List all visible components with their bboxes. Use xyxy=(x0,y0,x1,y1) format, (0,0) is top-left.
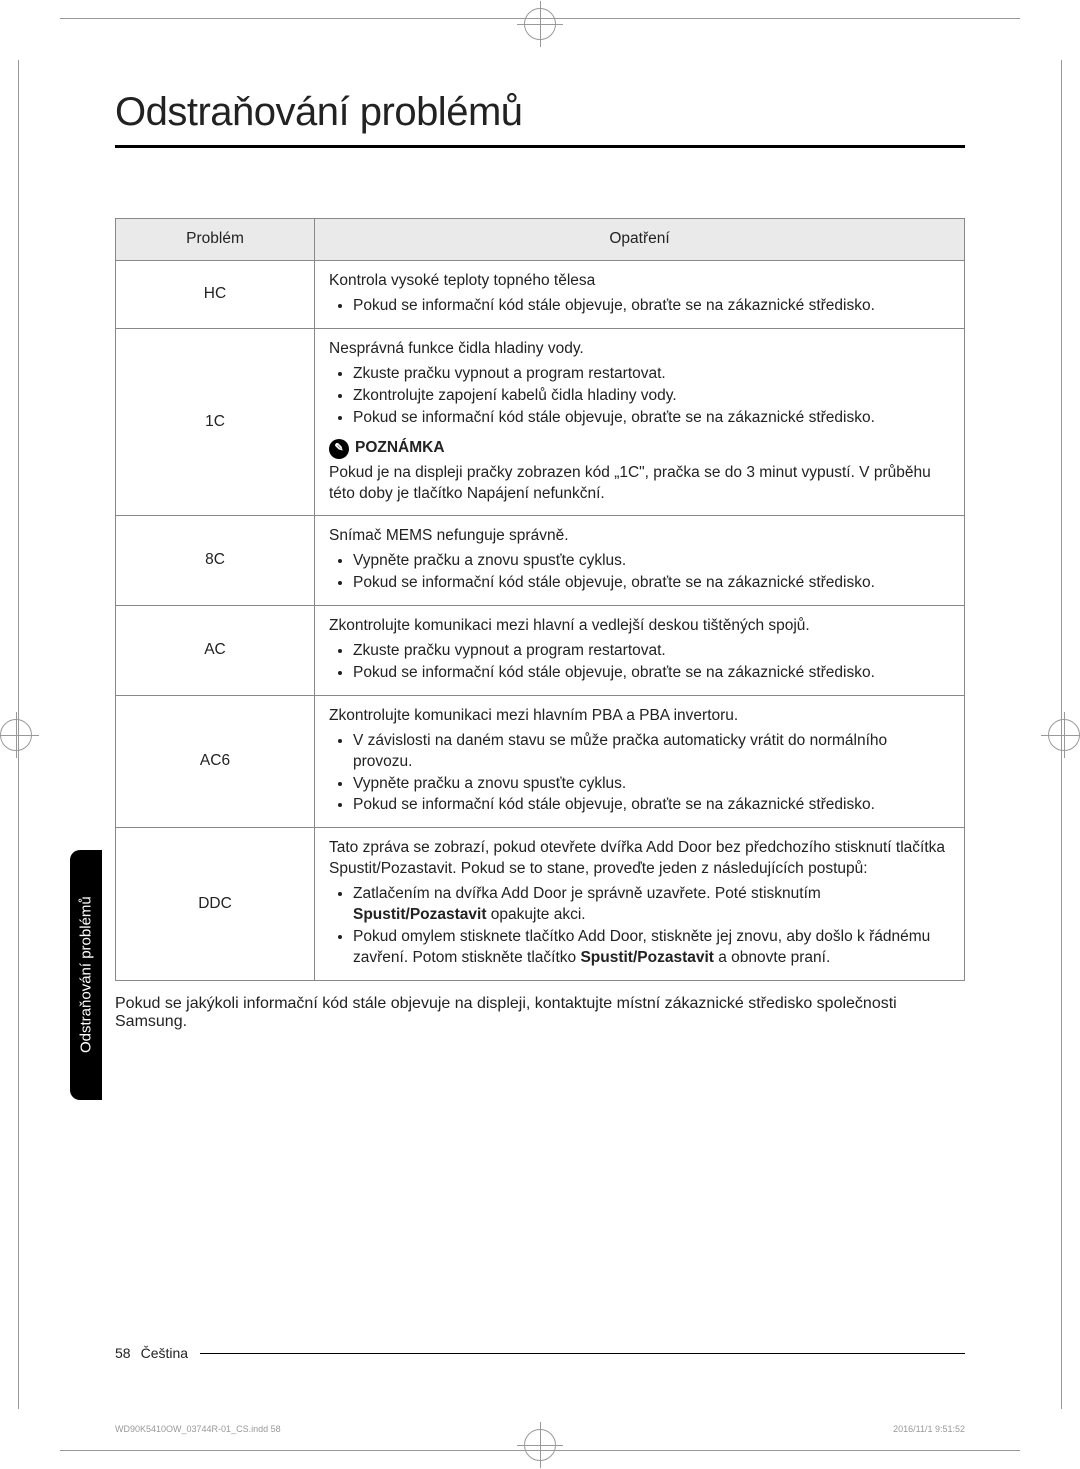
code-ac: AC xyxy=(116,605,315,695)
lead-text: Tato zpráva se zobrazí, pokud otevřete d… xyxy=(329,838,950,880)
lead-text: Nesprávná funkce čidla hladiny vody. xyxy=(329,339,950,360)
print-meta: WD90K5410OW_03744R-01_CS.indd 58 2016/11… xyxy=(115,1424,965,1434)
table-row: AC Zkontrolujte komunikaci mezi hlavní a… xyxy=(116,605,965,695)
note-label: ✎ POZNÁMKA xyxy=(329,438,950,459)
list-item: V závislosti na daném stavu se může prač… xyxy=(353,731,950,773)
page-content: Odstraňování problémů Problém Opatření H… xyxy=(115,90,965,1047)
action-ac: Zkontrolujte komunikaci mezi hlavní a ve… xyxy=(315,605,965,695)
code-ddc: DDC xyxy=(116,828,315,981)
action-8c: Snímač MEMS nefunguje správně. Vypněte p… xyxy=(315,516,965,606)
troubleshooting-table: Problém Opatření HC Kontrola vysoké tepl… xyxy=(115,218,965,981)
lead-text: Zkontrolujte komunikaci mezi hlavní a ve… xyxy=(329,616,950,637)
lead-text: Snímač MEMS nefunguje správně. xyxy=(329,526,950,547)
action-1c: Nesprávná funkce čidla hladiny vody. Zku… xyxy=(315,328,965,515)
list-item: Pokud se informační kód stále objevuje, … xyxy=(353,296,950,317)
code-ac6: AC6 xyxy=(116,695,315,828)
code-8c: 8C xyxy=(116,516,315,606)
list-item: Zkuste pračku vypnout a program restarto… xyxy=(353,641,950,662)
list-item: Vypněte pračku a znovu spusťte cyklus. xyxy=(353,774,950,795)
list-item: Vypněte pračku a znovu spusťte cyklus. xyxy=(353,551,950,572)
page-title: Odstraňování problémů xyxy=(115,90,965,135)
table-row: HC Kontrola vysoké teploty topného těles… xyxy=(116,260,965,328)
list-item: Pokud se informační kód stále objevuje, … xyxy=(353,795,950,816)
note-body: Pokud je na displeji pračky zobrazen kód… xyxy=(329,463,950,505)
list-item: Pokud se informační kód stále objevuje, … xyxy=(353,408,950,429)
page-number: 58 xyxy=(115,1345,131,1361)
header-problem: Problém xyxy=(116,219,315,261)
footer-lang: Čeština xyxy=(141,1345,188,1361)
note-label-text: POZNÁMKA xyxy=(355,438,445,459)
list-item: Pokud se informační kód stále objevuje, … xyxy=(353,573,950,594)
print-meta-left: WD90K5410OW_03744R-01_CS.indd 58 xyxy=(115,1424,281,1434)
footer-rule xyxy=(200,1353,965,1354)
page-footer: 58 Čeština xyxy=(115,1345,965,1361)
list-item: Zkontrolujte zapojení kabelů čidla hladi… xyxy=(353,386,950,407)
print-meta-right: 2016/11/1 9:51:52 xyxy=(893,1424,965,1434)
title-rule xyxy=(115,145,965,148)
header-action: Opatření xyxy=(315,219,965,261)
after-table-note: Pokud se jakýkoli informační kód stále o… xyxy=(115,995,965,1031)
table-row: DDC Tato zpráva se zobrazí, pokud otevře… xyxy=(116,828,965,981)
list-item: Pokud omylem stisknete tlačítko Add Door… xyxy=(353,927,950,969)
code-hc: HC xyxy=(116,260,315,328)
action-ac6: Zkontrolujte komunikaci mezi hlavním PBA… xyxy=(315,695,965,828)
lead-text: Zkontrolujte komunikaci mezi hlavním PBA… xyxy=(329,706,950,727)
action-ddc: Tato zpráva se zobrazí, pokud otevřete d… xyxy=(315,828,965,981)
action-hc: Kontrola vysoké teploty topného tělesa P… xyxy=(315,260,965,328)
table-row: 1C Nesprávná funkce čidla hladiny vody. … xyxy=(116,328,965,515)
list-item: Zatlačením na dvířka Add Door je správně… xyxy=(353,884,950,926)
side-tab: Odstraňování problémů xyxy=(70,850,102,1100)
code-1c: 1C xyxy=(116,328,315,515)
table-row: 8C Snímač MEMS nefunguje správně. Vypnět… xyxy=(116,516,965,606)
table-row: AC6 Zkontrolujte komunikaci mezi hlavním… xyxy=(116,695,965,828)
list-item: Pokud se informační kód stále objevuje, … xyxy=(353,663,950,684)
list-item: Zkuste pračku vypnout a program restarto… xyxy=(353,364,950,385)
note-icon: ✎ xyxy=(329,439,349,459)
lead-text: Kontrola vysoké teploty topného tělesa xyxy=(329,271,950,292)
